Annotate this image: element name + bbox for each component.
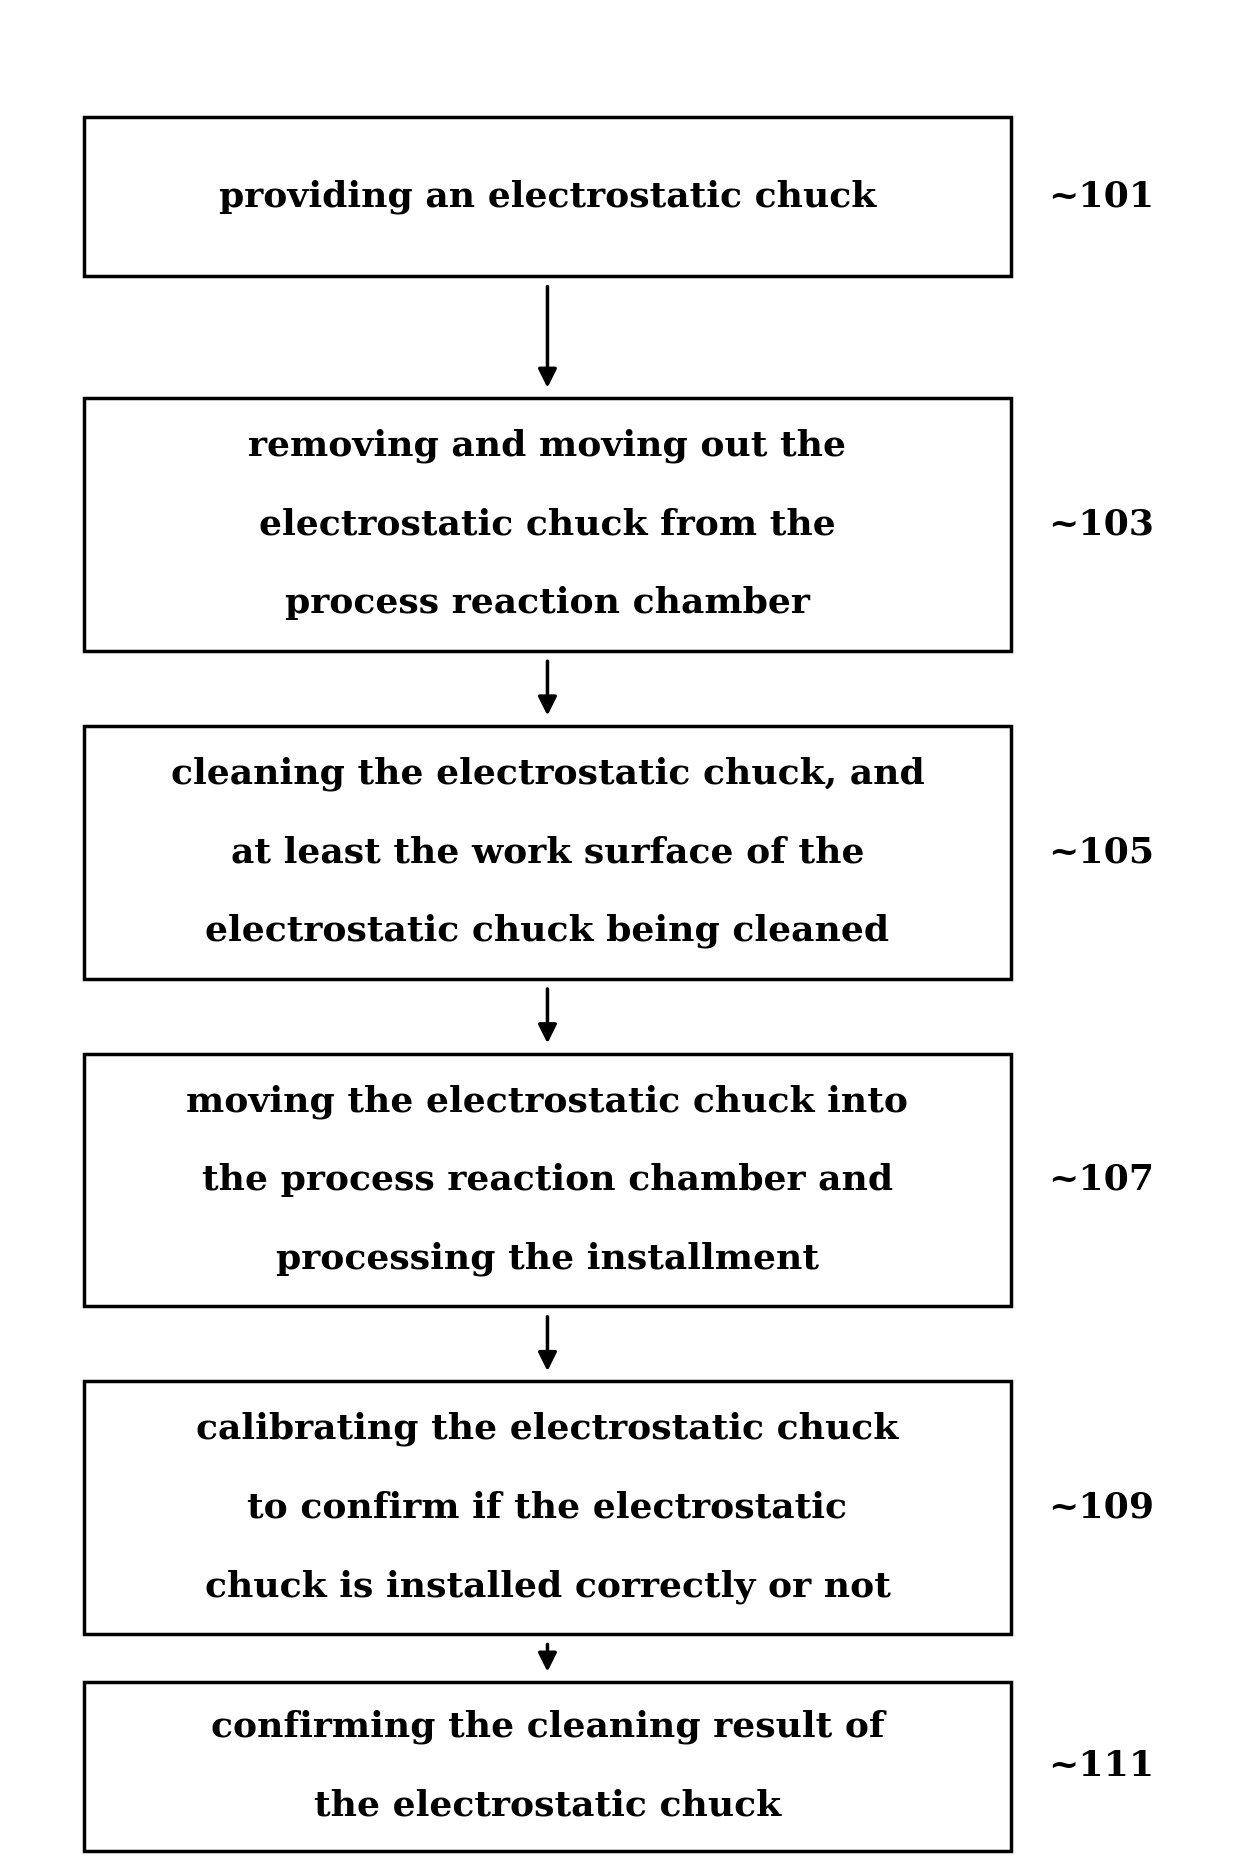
Text: calibrating the electrostatic chuck: calibrating the electrostatic chuck [196, 1412, 899, 1446]
Text: moving the electrostatic chuck into: moving the electrostatic chuck into [186, 1084, 909, 1118]
Text: to confirm if the electrostatic: to confirm if the electrostatic [248, 1491, 847, 1525]
Bar [84, 399, 1011, 652]
Text: processing the installment: processing the installment [277, 1242, 818, 1276]
Text: the process reaction chamber and: the process reaction chamber and [202, 1163, 893, 1197]
Text: electrostatic chuck being cleaned: electrostatic chuck being cleaned [206, 914, 889, 948]
Text: ~103: ~103 [1048, 508, 1153, 541]
Text: removing and moving out the: removing and moving out the [248, 429, 847, 463]
Text: at least the work surface of the: at least the work surface of the [231, 835, 864, 869]
Text: ~105: ~105 [1048, 835, 1154, 869]
Text: ~109: ~109 [1048, 1491, 1153, 1525]
Text: providing an electrostatic chuck: providing an electrostatic chuck [218, 180, 877, 214]
Text: electrostatic chuck from the: electrostatic chuck from the [259, 508, 836, 541]
Bar [84, 725, 1011, 978]
Text: ~111: ~111 [1048, 1749, 1154, 1783]
Bar [84, 116, 1011, 275]
Text: confirming the cleaning result of: confirming the cleaning result of [211, 1710, 884, 1744]
Text: ~107: ~107 [1048, 1163, 1153, 1197]
Bar [84, 1053, 1011, 1307]
Text: chuck is installed correctly or not: chuck is installed correctly or not [205, 1570, 890, 1603]
Bar [84, 1382, 1011, 1633]
Text: ~101: ~101 [1048, 180, 1154, 214]
Text: cleaning the electrostatic chuck, and: cleaning the electrostatic chuck, and [171, 757, 924, 790]
Bar [84, 1682, 1011, 1851]
Text: process reaction chamber: process reaction chamber [285, 586, 810, 620]
Text: the electrostatic chuck: the electrostatic chuck [314, 1789, 781, 1822]
